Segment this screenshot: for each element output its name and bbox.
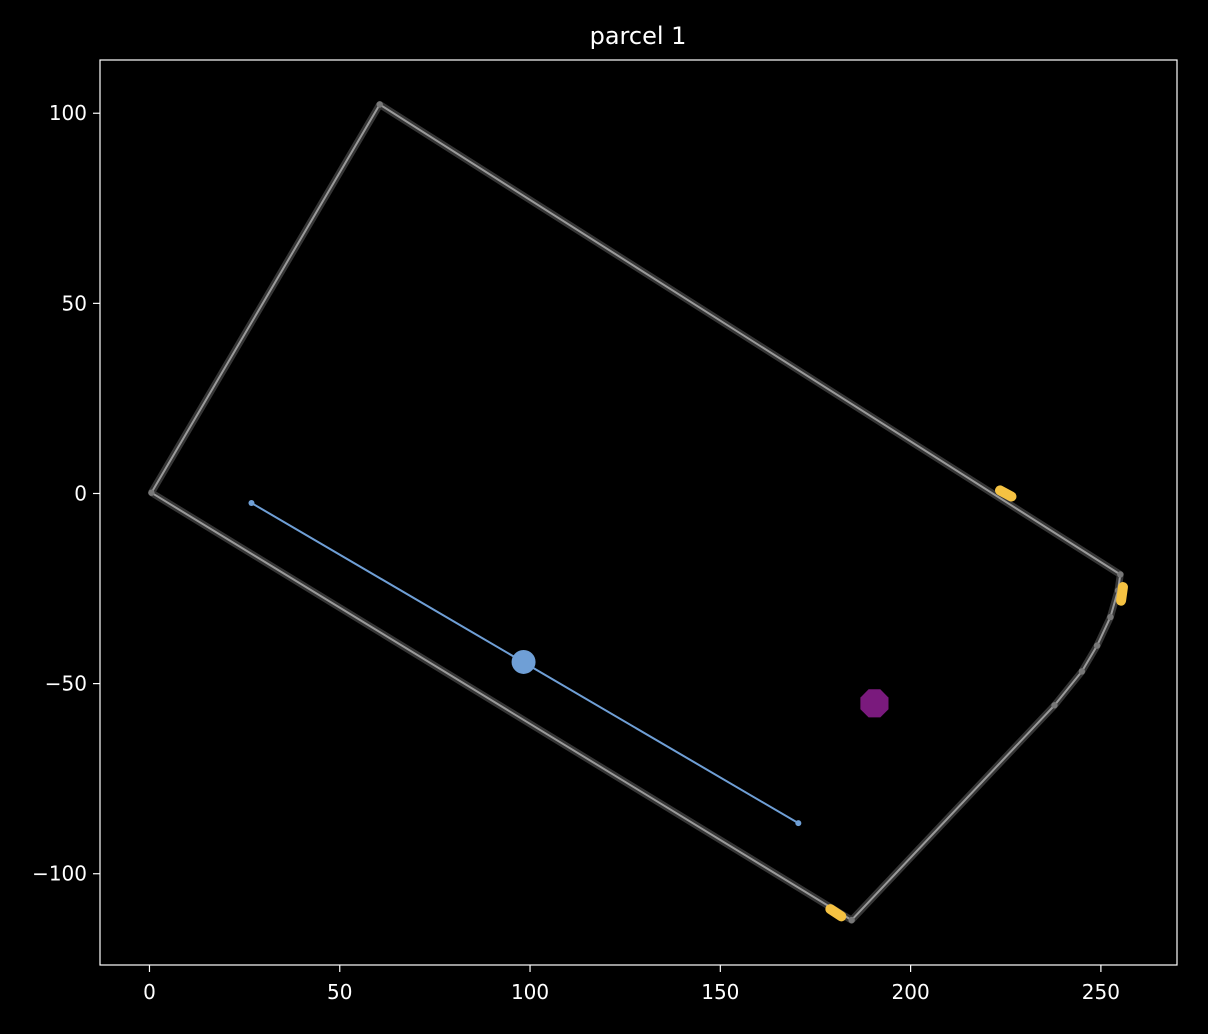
y-tick-label-3: −50 bbox=[45, 672, 87, 696]
x-axis: 0 50 100 150 200 250 bbox=[143, 965, 1120, 1004]
boundary-vertex-0 bbox=[148, 489, 155, 496]
octagon-marker bbox=[860, 689, 889, 718]
x-tick-label-2: 100 bbox=[511, 980, 549, 1004]
x-tick-label-1: 50 bbox=[327, 980, 352, 1004]
y-tick-label-2: 0 bbox=[74, 481, 87, 505]
x-tick-label-0: 0 bbox=[143, 980, 156, 1004]
plot-frame bbox=[99, 59, 1178, 966]
x-tick-label-3: 150 bbox=[701, 980, 739, 1004]
parcel-boundary bbox=[150, 103, 1122, 922]
boundary-vertex-4 bbox=[1107, 613, 1114, 621]
big-marker bbox=[511, 649, 536, 674]
boundary-vertex-7 bbox=[1051, 702, 1058, 709]
access-point-2 bbox=[825, 904, 847, 922]
boundary-vertex-8 bbox=[848, 916, 855, 924]
boundary-vertex-5 bbox=[1093, 642, 1101, 649]
line-endpoint-0 bbox=[248, 499, 255, 506]
plot-area bbox=[100, 60, 1177, 965]
access-point-1 bbox=[1116, 582, 1128, 606]
boundary-vertex-2 bbox=[1117, 571, 1124, 578]
y-tick-label-0: 100 bbox=[49, 101, 87, 125]
y-tick-label-4: −100 bbox=[32, 862, 87, 886]
chart-marks bbox=[148, 101, 1128, 924]
y-axis: 100 50 0 −50 −100 bbox=[32, 101, 100, 886]
boundary-vertex-1 bbox=[376, 101, 383, 108]
x-tick-label-4: 200 bbox=[892, 980, 930, 1004]
x-tick-label-5: 250 bbox=[1082, 980, 1120, 1004]
chart-title: parcel 1 bbox=[590, 22, 687, 50]
access-point-0 bbox=[995, 485, 1017, 502]
boundary-vertex-6 bbox=[1078, 668, 1086, 675]
y-tick-label-1: 50 bbox=[62, 291, 87, 315]
line-endpoint-1 bbox=[795, 820, 802, 827]
